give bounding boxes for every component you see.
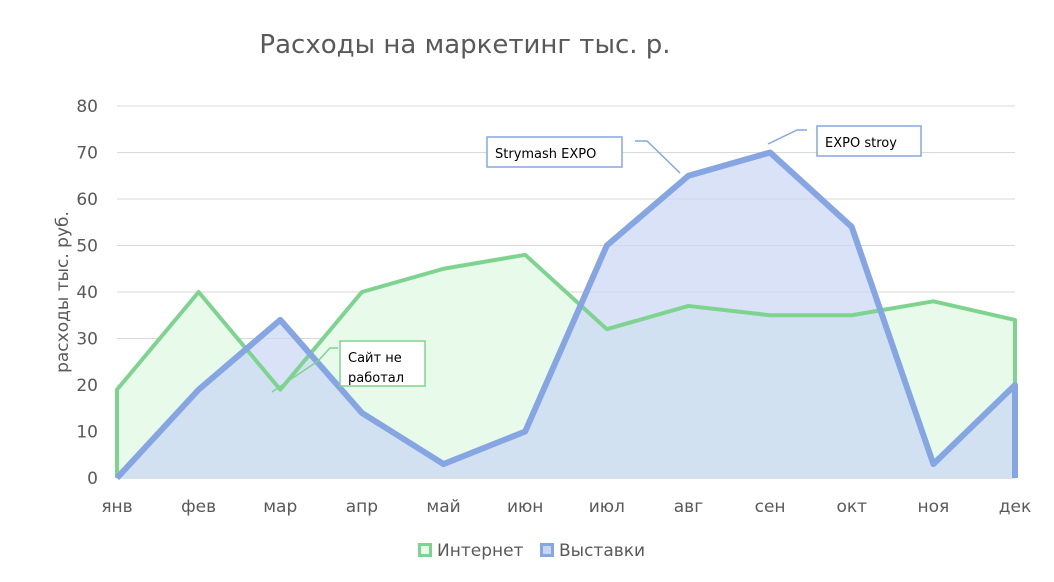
- annotation-leader: [767, 129, 807, 145]
- data-point: [443, 268, 445, 270]
- data-point: [198, 291, 200, 293]
- y-tick-label: 40: [76, 283, 98, 303]
- data-point: [1014, 319, 1016, 321]
- data-point: [769, 314, 771, 316]
- series-lines: [114, 149, 1018, 481]
- data-point: [769, 152, 771, 153]
- legend: Интернет Выставки: [418, 541, 645, 561]
- x-tick-label: авг: [674, 497, 703, 517]
- annotation-leader: [635, 140, 681, 174]
- y-tick-label: 20: [76, 376, 98, 396]
- data-point: [524, 254, 526, 256]
- series-area-1: [117, 152, 1015, 478]
- data-point: [279, 319, 281, 321]
- chart-title: Расходы на маркетинг тыс. р.: [259, 30, 671, 60]
- x-axis-ticks: янв фев мар апр май июн июл авг сен окт ноя дек: [101, 497, 1031, 517]
- x-tick-label: дек: [999, 497, 1031, 517]
- annotations: Сайт не работал Strymash EXPO EXPO stroy: [271, 125, 922, 393]
- data-point: [116, 477, 118, 479]
- series-areas: [117, 152, 1015, 478]
- x-tick-label: ноя: [917, 497, 949, 517]
- data-point: [1014, 384, 1016, 386]
- legend-swatch-1: [540, 543, 554, 557]
- y-tick-label: 60: [76, 190, 98, 210]
- data-point: [932, 300, 934, 302]
- annotation-box: [339, 340, 426, 387]
- y-tick-label: 30: [76, 330, 98, 350]
- annotation-text: работал: [348, 371, 404, 386]
- legend-label: Выставки: [559, 541, 645, 561]
- series-line-0: [115, 252, 1017, 478]
- data-point: [851, 226, 853, 228]
- y-tick-label: 80: [76, 97, 98, 117]
- data-point: [851, 314, 853, 316]
- x-tick-label: сен: [755, 497, 786, 517]
- data-point: [687, 175, 689, 177]
- y-tick-label: 0: [87, 469, 98, 489]
- data-point: [443, 463, 445, 465]
- data-point: [361, 291, 363, 293]
- data-point: [116, 389, 118, 391]
- annotation-box: [486, 136, 623, 168]
- x-tick-label: июн: [507, 497, 543, 517]
- x-tick-label: фев: [181, 497, 216, 517]
- y-tick-label: 10: [76, 423, 98, 443]
- data-point: [687, 305, 689, 307]
- x-tick-label: мар: [263, 497, 297, 517]
- data-point: [606, 328, 608, 330]
- annotation-text: Сайт не: [348, 351, 402, 366]
- annotation-leader: [271, 347, 338, 393]
- x-tick-label: май: [426, 497, 460, 517]
- data-point: [932, 463, 934, 465]
- data-point: [279, 389, 281, 391]
- data-point: [606, 245, 608, 246]
- x-tick-label: янв: [101, 497, 132, 517]
- x-tick-label: апр: [346, 497, 378, 517]
- data-point: [198, 389, 200, 391]
- y-axis-label: расходы тыс. руб.: [53, 211, 73, 373]
- annotation-text: Strymash EXPO: [495, 147, 596, 162]
- data-point: [524, 431, 526, 432]
- x-tick-label: июл: [589, 497, 625, 517]
- legend-label: Интернет: [437, 541, 524, 561]
- annotation-box: [816, 125, 922, 157]
- annotation-text: EXPO stroy: [825, 136, 897, 151]
- x-tick-label: окт: [836, 497, 867, 517]
- legend-swatch-0: [418, 543, 432, 557]
- data-point: [361, 412, 363, 414]
- y-tick-label: 50: [76, 237, 98, 257]
- y-axis-ticks: 0 10 20 30 40 50 60 70 80: [76, 97, 98, 489]
- y-tick-label: 70: [76, 144, 98, 164]
